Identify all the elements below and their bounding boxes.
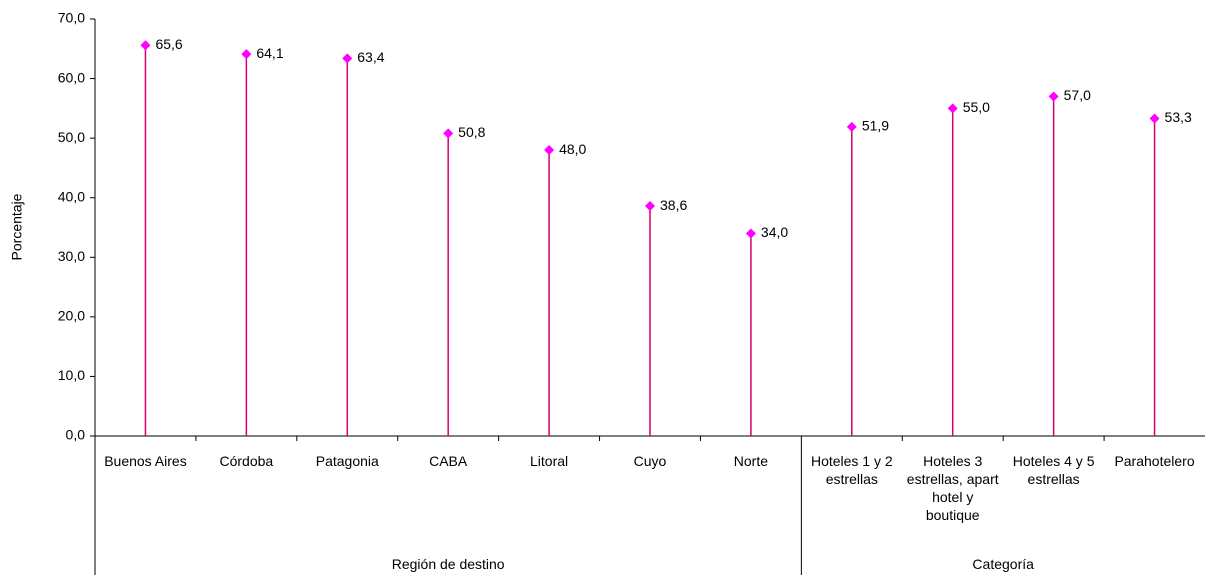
- group-label: Región de destino: [391, 556, 505, 572]
- value-label: 64,1: [256, 45, 283, 61]
- value-label: 50,8: [458, 124, 485, 140]
- y-tick-label: 30,0: [58, 248, 85, 264]
- value-label: 38,6: [660, 197, 687, 213]
- x-tick-label: Norte: [733, 453, 769, 469]
- x-tick-label: Hoteles 4 y 5 estrellas: [1012, 453, 1095, 487]
- value-label: 57,0: [1064, 87, 1091, 103]
- x-tick-label: Hoteles 1 y 2 estrellas: [810, 453, 893, 487]
- y-axis-title: Porcentaje: [9, 193, 25, 260]
- marker: [342, 53, 353, 64]
- marker: [1149, 113, 1160, 124]
- value-label: 65,6: [155, 36, 182, 52]
- y-tick-label: 70,0: [58, 10, 85, 26]
- y-tick-label: 20,0: [58, 308, 85, 324]
- y-tick-label: 0,0: [66, 427, 86, 443]
- y-tick-label: 40,0: [58, 188, 85, 204]
- marker: [745, 228, 756, 239]
- marker: [645, 201, 655, 212]
- value-label: 53,3: [1165, 109, 1192, 125]
- marker: [846, 121, 857, 132]
- x-tick-label: Patagonia: [315, 453, 379, 469]
- x-tick-label: Parahotelero: [1114, 453, 1195, 469]
- y-tick-label: 50,0: [58, 129, 85, 145]
- marker: [1048, 91, 1059, 102]
- x-tick-label: Córdoba: [219, 453, 274, 469]
- y-tick-label: 10,0: [58, 367, 85, 383]
- x-tick-label: Buenos Aires: [104, 453, 187, 469]
- x-tick-label: Litoral: [530, 453, 569, 469]
- value-label: 51,9: [862, 118, 889, 134]
- x-tick-label: Cuyo: [633, 453, 667, 469]
- x-tick-label: Hoteles 3 estrellas, apart hotel y bouti…: [906, 453, 999, 523]
- value-label: 55,0: [963, 99, 990, 115]
- value-label: 48,0: [559, 141, 586, 157]
- marker: [443, 128, 454, 139]
- group-label: Categoría: [972, 556, 1034, 572]
- marker: [241, 49, 252, 60]
- value-label: 63,4: [357, 49, 384, 65]
- y-tick-label: 60,0: [58, 69, 85, 85]
- marker: [544, 145, 555, 156]
- x-tick-label: CABA: [429, 453, 468, 469]
- marker: [140, 40, 151, 51]
- value-label: 34,0: [761, 224, 788, 240]
- marker: [947, 103, 958, 114]
